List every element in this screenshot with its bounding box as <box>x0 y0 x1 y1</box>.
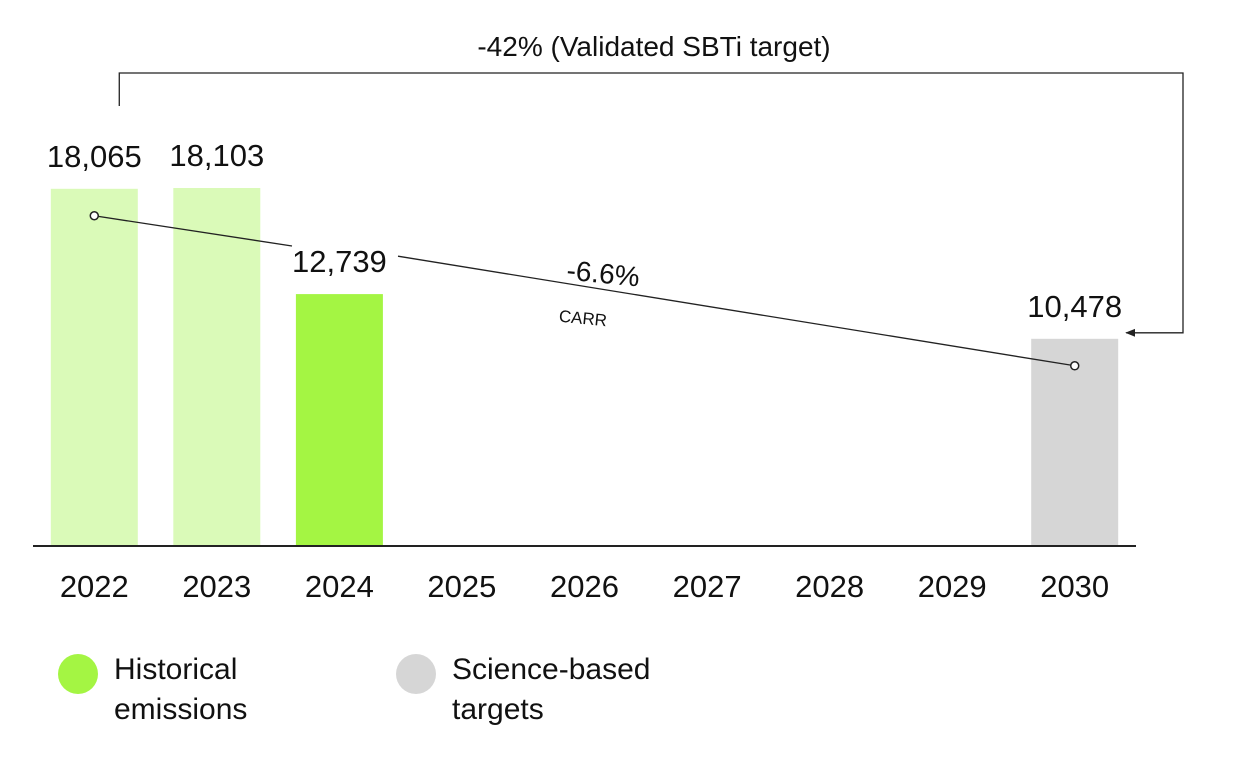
trend-line-segment-left <box>94 215 293 247</box>
bar-value-label-2023: 18,103 <box>169 138 264 173</box>
bar-2022 <box>50 188 138 547</box>
trend-line-segment-right <box>397 255 1075 367</box>
x-tick-label-2028: 2028 <box>795 569 864 604</box>
bar-2024 <box>295 294 383 546</box>
legend-label-target: Science-based targets <box>452 653 651 726</box>
legend-label-historical: Historical emissions <box>114 653 248 726</box>
trend-point-start <box>89 211 100 221</box>
x-tick-label-2027: 2027 <box>673 569 742 604</box>
x-tick-label-2024: 2024 <box>305 569 374 604</box>
x-tick-label-2030: 2030 <box>1040 569 1109 604</box>
legend-swatch-historical <box>58 654 98 694</box>
trend-point-end <box>1069 361 1080 371</box>
cagr-value: -6.6% <box>565 255 641 293</box>
x-axis-tick-labels: 2022 2023 2024 2025 2026 2027 2028 2029 2030 <box>60 569 1109 604</box>
bars <box>50 188 1119 547</box>
target-bracket-arrow <box>118 72 1184 337</box>
bar-value-label-2022: 18,065 <box>47 139 142 174</box>
legend-item-historical: Historical emissions <box>58 650 314 730</box>
target-note: -42% (Validated SBTi target) <box>477 31 830 62</box>
bar-value-labels: 18,065 18,103 12,739 10,478 <box>47 138 1122 324</box>
x-tick-label-2023: 2023 <box>182 569 251 604</box>
bar-value-label-2024: 12,739 <box>292 244 387 279</box>
bar-2030 <box>1031 338 1119 546</box>
trend-line-group <box>89 211 1080 371</box>
legend-swatch-target <box>396 654 436 694</box>
x-tick-label-2025: 2025 <box>427 569 496 604</box>
bar-value-label-2030: 10,478 <box>1027 289 1122 324</box>
x-tick-label-2026: 2026 <box>550 569 619 604</box>
legend-item-target: Science-based targets <box>396 650 652 730</box>
bar-2023 <box>173 188 261 546</box>
x-tick-label-2022: 2022 <box>60 569 129 604</box>
x-tick-label-2029: 2029 <box>918 569 987 604</box>
cagr-label: CARR <box>558 307 608 331</box>
